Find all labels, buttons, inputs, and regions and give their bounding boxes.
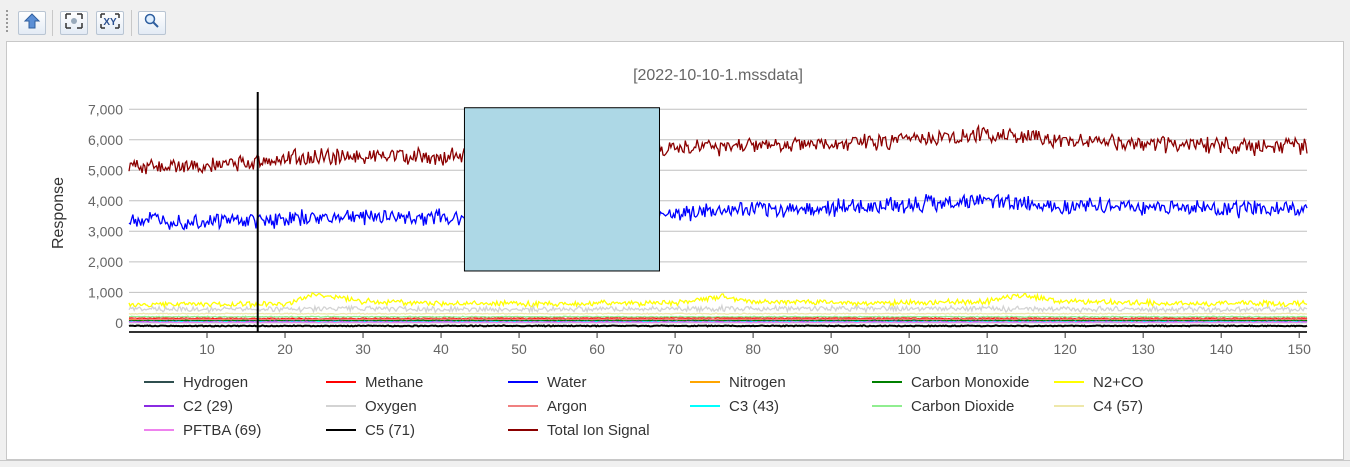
toolbar-grip (6, 10, 8, 32)
x-tick-label: 80 (745, 341, 761, 357)
legend-swatch (690, 405, 720, 407)
series-line-oxygen (128, 303, 1308, 315)
legend-swatch (508, 405, 538, 407)
legend-label: Methane (365, 373, 424, 391)
x-tick-label: 40 (433, 341, 449, 357)
x-tick-label: 100 (897, 341, 921, 357)
toolbar-separator (131, 10, 132, 36)
y-tick-label: 3,000 (88, 223, 123, 239)
series-line-carbon-dioxide (129, 315, 1308, 319)
legend-swatch (872, 381, 902, 383)
x-tick-label: 150 (1288, 341, 1312, 357)
zoom-fit-button[interactable] (60, 11, 88, 35)
x-tick-label: 90 (823, 341, 839, 357)
y-tick-label: 5,000 (88, 162, 123, 178)
legend-label: C2 (29) (183, 397, 234, 415)
legend-item[interactable]: Carbon Dioxide (872, 396, 1014, 416)
bottom-border (0, 460, 1350, 461)
y-tick-label: 0 (115, 315, 123, 331)
zoom-xy-button[interactable]: XY (96, 11, 124, 35)
legend-label: Carbon Monoxide (911, 373, 1030, 391)
series-line-pftba-69 (128, 320, 1308, 324)
x-tick-label: 20 (277, 341, 293, 357)
legend-item[interactable]: Nitrogen (690, 372, 786, 392)
legend-item[interactable]: Hydrogen (144, 372, 248, 392)
legend-label: N2+CO (1093, 373, 1144, 391)
x-tick-label: 140 (1210, 341, 1234, 357)
x-tick-label: 130 (1131, 341, 1155, 357)
x-tick-label: 50 (511, 341, 527, 357)
legend-item[interactable]: C5 (71) (326, 420, 415, 440)
legend-label: C3 (43) (729, 397, 780, 415)
upload-button[interactable] (18, 11, 46, 35)
zoom-button[interactable] (138, 11, 166, 35)
legend-item[interactable]: C2 (29) (144, 396, 233, 416)
y-tick-label: 2,000 (88, 254, 123, 270)
zoom-fit-icon (64, 12, 84, 34)
legend-label: PFTBA (69) (183, 421, 262, 439)
y-tick-label: 7,000 (88, 101, 123, 117)
legend-swatch (508, 429, 538, 431)
legend-item[interactable]: Water (508, 372, 586, 392)
legend-item[interactable]: Oxygen (326, 396, 417, 416)
legend-item[interactable]: Carbon Monoxide (872, 372, 1029, 392)
legend-swatch (326, 429, 356, 431)
legend-item[interactable]: PFTBA (69) (144, 420, 261, 440)
series-line-argon (128, 317, 1308, 321)
toolbar-separator (52, 10, 53, 36)
svg-text:XY: XY (103, 17, 117, 28)
chart-title: [2022-10-10-1.mssdata] (633, 67, 803, 84)
x-tick-label: 30 (355, 341, 371, 357)
legend-swatch (326, 381, 356, 383)
legend-swatch (1054, 405, 1084, 407)
legend-swatch (508, 381, 538, 383)
legend-label: Carbon Dioxide (911, 397, 1015, 415)
x-tick-label: 10 (199, 341, 215, 357)
legend-swatch (326, 405, 356, 407)
x-tick-label: 60 (589, 341, 605, 357)
chart-svg[interactable]: [2022-10-10-1.mssdata] Response 0 1,000 2,00… (7, 42, 1343, 459)
legend-item[interactable]: C4 (57) (1054, 396, 1143, 416)
legend-label: Oxygen (365, 397, 417, 415)
series-line-c4-57 (128, 312, 1307, 316)
legend-swatch (144, 429, 174, 431)
series-line-total-ion-signal (128, 123, 1308, 175)
legend-swatch (1054, 381, 1084, 383)
legend-swatch (144, 405, 174, 407)
toolbar: XY (0, 0, 1350, 40)
legend-label: Water (547, 373, 587, 391)
legend-item[interactable]: C3 (43) (690, 396, 779, 416)
series-line-n2-co (128, 291, 1308, 310)
legend-label: Nitrogen (729, 373, 786, 391)
y-tick-label: 4,000 (88, 193, 123, 209)
legend-swatch (144, 381, 174, 383)
x-tick-label: 120 (1053, 341, 1077, 357)
y-tick-label: 6,000 (88, 132, 123, 148)
series-line-water (128, 193, 1308, 231)
series-line-carbon-monoxide (128, 319, 1308, 322)
legend-label: C4 (57) (1093, 397, 1144, 415)
legend-item[interactable]: N2+CO (1054, 372, 1143, 392)
series-line-c5-71 (128, 324, 1308, 328)
y-axis-label: Response (50, 177, 67, 249)
zoom-xy-icon: XY (99, 12, 121, 34)
legend-swatch (690, 381, 720, 383)
legend-item[interactable]: Methane (326, 372, 423, 392)
x-tick-label: 70 (667, 341, 683, 357)
overlay-box (463, 107, 660, 272)
y-tick-label: 1,000 (88, 284, 123, 300)
upload-arrow-icon (23, 12, 41, 34)
legend-swatch (872, 405, 902, 407)
chart-panel: [2022-10-10-1.mssdata] Response 0 1,000 2,00… (6, 41, 1344, 460)
legend-label: Hydrogen (183, 373, 249, 391)
legend-item[interactable]: Total Ion Signal (508, 420, 650, 440)
legend-label: Total Ion Signal (547, 421, 650, 439)
legend-label: Argon (547, 397, 588, 415)
x-tick-label: 110 (976, 341, 999, 357)
legend-label: C5 (71) (365, 421, 416, 439)
magnifier-icon (143, 12, 161, 34)
legend-item[interactable]: Argon (508, 396, 587, 416)
